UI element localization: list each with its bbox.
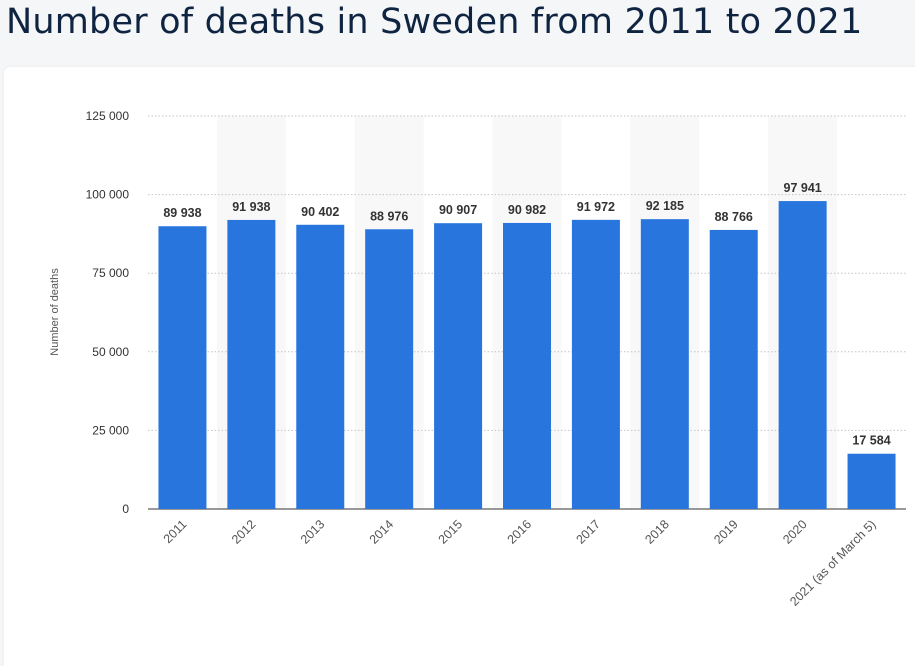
bar-value-label: 88 976 <box>370 209 408 223</box>
x-tick-label: 2013 <box>298 517 328 547</box>
x-tick-label: 2020 <box>780 517 810 547</box>
x-tick-label: 2017 <box>573 517 603 547</box>
bar-value-label: 17 584 <box>852 434 890 448</box>
bar-value-label: 90 982 <box>508 203 546 217</box>
bar[interactable] <box>227 219 276 509</box>
bar-value-label: 90 907 <box>439 203 477 217</box>
x-tick-label: 2018 <box>642 517 672 547</box>
bar[interactable] <box>778 201 827 510</box>
x-tick-label: 2012 <box>229 517 259 547</box>
x-tick-label: 2019 <box>711 517 741 547</box>
bar[interactable] <box>365 229 414 509</box>
x-axis-ticks: 2011 2012 2013 2014 2015 2016 2017 2018 2019 2020… <box>161 517 879 608</box>
bar-value-label: 91 938 <box>232 200 270 214</box>
y-tick-label: 50 000 <box>92 345 129 359</box>
bar[interactable] <box>847 453 896 509</box>
bar[interactable] <box>503 222 551 510</box>
y-tick-label: 125 000 <box>86 109 130 123</box>
bar-value-label: 90 402 <box>301 205 339 219</box>
x-tick-label: 2014 <box>367 517 397 547</box>
y-axis-title: Number of deaths <box>49 268 61 356</box>
bar-value-label: 91 972 <box>577 200 615 214</box>
bar[interactable] <box>571 219 620 509</box>
y-tick-label: 75 000 <box>92 266 129 280</box>
bar[interactable] <box>640 219 689 510</box>
bar[interactable] <box>158 226 207 509</box>
y-tick-label: 0 <box>122 502 129 516</box>
bar-value-label: 97 941 <box>784 181 822 195</box>
bar-value-label: 92 185 <box>646 199 684 213</box>
bar[interactable] <box>709 229 758 510</box>
bar[interactable] <box>434 223 483 509</box>
x-tick-label: 2015 <box>436 517 466 547</box>
bar-value-label: 88 766 <box>715 210 753 224</box>
page-title: Number of deaths in Sweden from 2011 to … <box>6 2 863 42</box>
y-axis-ticks: 0 25 000 50 000 75 000 100 000 125 000 <box>86 109 130 516</box>
bars: 89 938 91 938 90 402 88 976 90 907 90 982 91 9… <box>158 181 896 510</box>
bar[interactable] <box>296 224 345 509</box>
x-tick-label: 2016 <box>505 517 535 547</box>
bar-value-label: 89 938 <box>163 206 201 220</box>
y-tick-label: 25 000 <box>92 423 129 437</box>
x-tick-label: 2011 <box>161 517 190 546</box>
y-tick-label: 100 000 <box>86 188 130 202</box>
